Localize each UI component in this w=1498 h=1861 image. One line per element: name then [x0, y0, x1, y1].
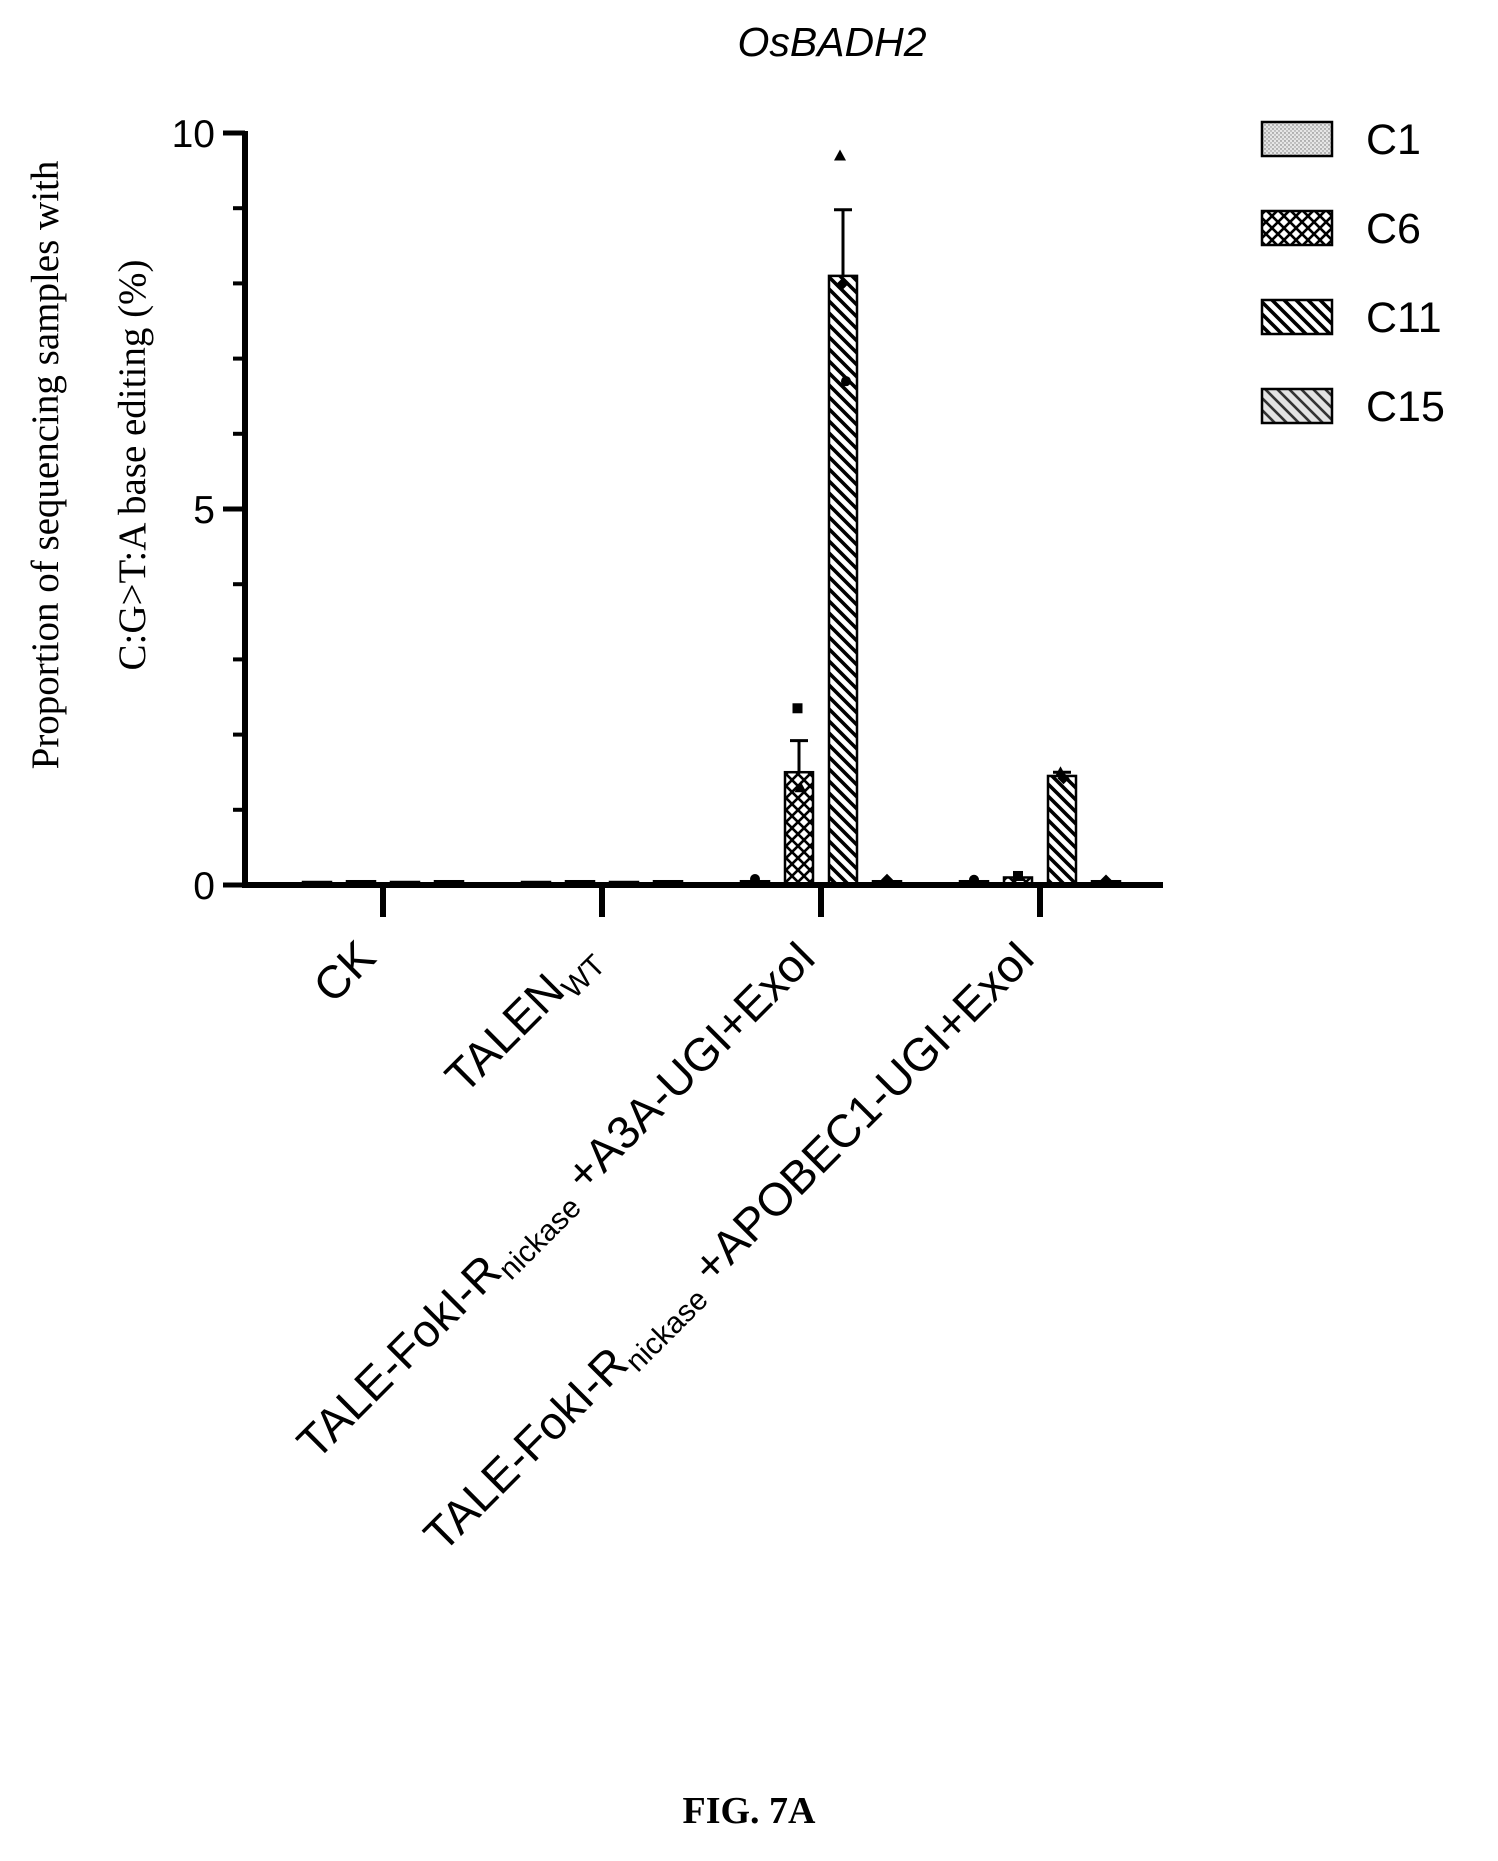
data-point-c11-group-3-1: [834, 149, 846, 161]
y-tick-label-5: 5: [193, 489, 215, 532]
data-point-c11-group-4-2: [1057, 772, 1070, 785]
legend: C1 C6 C11 C15: [1260, 116, 1445, 431]
bar-c11-group-4: [1046, 774, 1078, 887]
data-point-c11-group-3-3: [841, 376, 851, 387]
category-subscript-text: nickase: [492, 1191, 587, 1286]
x-category-label-1: CK: [303, 930, 385, 1012]
category-tail-text: +APOBEC1-UGI+ExoI: [673, 930, 1044, 1301]
category-main-text: TALEN: [435, 963, 574, 1102]
category-main-text: TALE-FokI-R: [287, 1244, 511, 1468]
legend-label-c15: C15: [1366, 383, 1445, 431]
category-main-text: TALE-FokI-R: [414, 1337, 638, 1561]
category-main-text: CK: [303, 930, 385, 1012]
legend-label-c6: C6: [1366, 205, 1421, 253]
y-axis-label-line1: Proportion of sequencing samples with: [24, 161, 67, 770]
y-tick-label-0: 0: [193, 865, 215, 908]
legend-swatch-c11: [1260, 298, 1334, 336]
legend-swatch-c15: [1260, 387, 1334, 425]
bar-c11-group-3: [827, 274, 859, 887]
legend-label-c1: C1: [1366, 116, 1421, 164]
category-subscript-text: nickase: [619, 1283, 714, 1378]
x-category-label-2: TALENWT: [435, 930, 612, 1107]
chart-title: OsBADH2: [737, 19, 926, 65]
data-point-c6-group-3-1: [792, 703, 803, 714]
y-tick-label-10: 10: [172, 113, 215, 156]
data-point-c1-group-3-1: [750, 873, 760, 884]
data-point-c6-group-4-1: [1013, 870, 1023, 881]
legend-swatch-c1: [1260, 120, 1334, 158]
legend-swatch-c6: [1260, 209, 1334, 247]
legend-label-c11: C11: [1366, 294, 1442, 342]
y-axis-label-line2: C:G>T:A base editing (%): [111, 259, 154, 670]
data-point-c6-group-3-2: [794, 781, 807, 793]
figure-caption: FIG. 7A: [683, 1790, 817, 1832]
data-point-c11-group-3-2: [837, 277, 849, 290]
plot-area: 0 5 10: [172, 113, 1163, 917]
